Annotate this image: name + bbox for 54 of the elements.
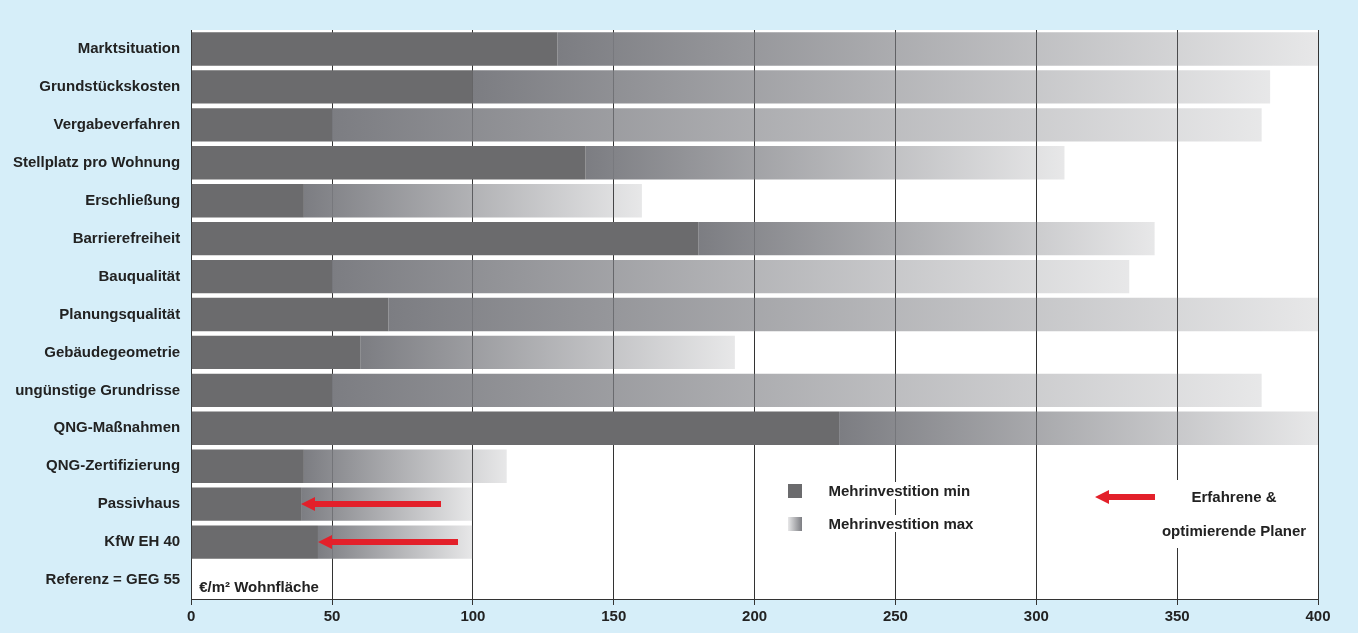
y-tick-label: Gebäudegeometrie (44, 342, 181, 360)
x-tick-label: 350 (1164, 607, 1190, 625)
y-tick-label: QNG-Maßnahmen (53, 418, 181, 436)
bar (585, 146, 1065, 180)
x-tick-label: 100 (460, 607, 486, 625)
bar (191, 297, 389, 332)
bar (332, 108, 1262, 142)
y-tick-label: QNG-Zertifizierung (46, 456, 181, 474)
bar (332, 373, 1262, 408)
bar (698, 221, 1155, 256)
bar (191, 449, 304, 483)
y-tick-label: Stellplatz pro Wohnung (12, 152, 181, 170)
bar (191, 108, 333, 142)
legend-label: Mehrinvestition max (824, 515, 978, 532)
bar (191, 146, 586, 180)
bar (191, 373, 333, 408)
y-tick-label: Planungsqualität (59, 304, 181, 322)
x-tick-label: 0 (187, 607, 196, 625)
bar (388, 297, 1318, 332)
bar (360, 335, 735, 370)
x-tick-label: 50 (323, 607, 341, 625)
annotation: Erfahrene & optimierende Planer (1155, 480, 1313, 548)
bar (191, 487, 302, 521)
y-tick-label: Bauqualität (98, 266, 181, 284)
x-tick-label: 250 (882, 607, 908, 625)
bar (303, 449, 507, 483)
bar (191, 32, 558, 66)
x-axis-title: €/m² Wohnfläche (199, 577, 319, 595)
bar (472, 70, 1271, 104)
x-tick-label: 200 (742, 607, 768, 625)
legend-label: Mehrinvestition min (824, 482, 975, 499)
bar (191, 411, 840, 445)
bar (303, 184, 642, 218)
x-tick-label: 150 (601, 607, 627, 625)
y-tick-label: Passivhaus (97, 494, 181, 512)
y-tick-label: KfW EH 40 (104, 532, 181, 550)
bar (557, 32, 1318, 66)
y-tick-label: Erschließung (85, 190, 181, 208)
bar (191, 525, 318, 559)
y-tick-label: ungünstige Grundrisse (15, 380, 181, 398)
bar (191, 70, 473, 104)
bar (191, 184, 304, 218)
bar (332, 259, 1130, 294)
x-tick-label: 300 (1023, 607, 1049, 625)
bar (191, 221, 699, 256)
bar (191, 259, 333, 294)
y-tick-label: Vergabeverfahren (53, 114, 181, 132)
bar (839, 411, 1318, 445)
y-tick-label: Grundstückskosten (39, 77, 181, 95)
y-tick-label: Referenz = GEG 55 (45, 570, 181, 588)
x-tick-label: 400 (1305, 607, 1331, 625)
bar (191, 335, 361, 370)
y-tick-label: Marktsituation (77, 39, 181, 57)
y-tick-label: Barrierefreiheit (72, 228, 181, 246)
